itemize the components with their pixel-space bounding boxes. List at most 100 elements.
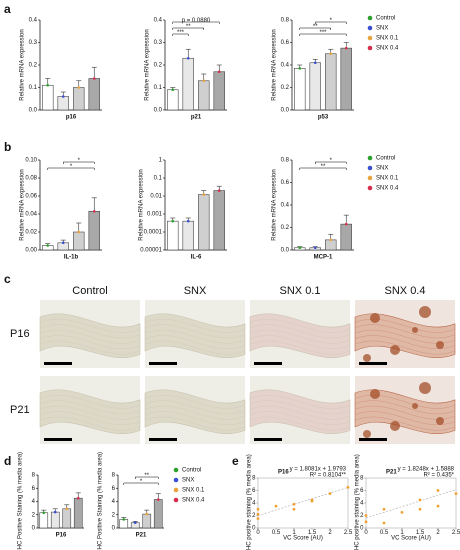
significance-bracket <box>172 33 189 36</box>
scatter-point <box>418 507 422 511</box>
y-tick-label: 0.001 <box>147 212 163 218</box>
panel-label: a <box>4 2 11 16</box>
wall-fiber <box>354 340 456 355</box>
x-tick-label: IL-1b <box>64 255 79 261</box>
vessel-wall <box>39 313 141 358</box>
x-tick-label: 2.5 <box>344 530 353 536</box>
bar <box>73 87 85 111</box>
significance-label: * <box>70 164 73 170</box>
scale-bar <box>149 438 177 441</box>
wall-fiber <box>144 324 246 339</box>
y-tick-label: 0.0 <box>154 108 163 114</box>
panel-label: b <box>4 140 11 154</box>
bar-point <box>202 193 206 196</box>
legend-marker <box>367 175 373 181</box>
y-tick-label: 0 <box>112 526 116 532</box>
scatter-point <box>310 498 314 502</box>
wall-fiber <box>144 405 246 420</box>
bar-point <box>156 498 160 501</box>
bar-point <box>186 219 190 223</box>
bar-point <box>329 52 333 56</box>
significance-bracket <box>123 482 159 485</box>
y-tick-label: 0.4 <box>29 18 38 24</box>
wall-fiber <box>354 411 456 426</box>
y-axis-label: Relative mRNA expression <box>139 169 145 240</box>
wall-fiber <box>354 400 456 415</box>
bar-point <box>77 230 81 234</box>
trend-line <box>257 487 349 516</box>
wall-fiber <box>354 416 456 431</box>
stain-deposit <box>419 382 431 394</box>
scatter-point <box>292 507 296 511</box>
y-tick-label: 2 <box>252 513 256 519</box>
y-tick-label: 0.6 <box>281 40 290 46</box>
x-tick-label: 1 <box>400 530 404 536</box>
wall-fiber <box>354 394 456 409</box>
bar-point <box>171 88 175 92</box>
y-tick-label: 0.1 <box>29 85 38 91</box>
wall-fiber <box>249 416 351 431</box>
scale-bar <box>254 362 282 365</box>
y-tick-label: 6 <box>252 488 256 494</box>
equation: y = 1.8081x + 1.9793 <box>290 467 347 473</box>
bar-point <box>344 222 348 226</box>
scale-bar <box>254 438 282 441</box>
bar <box>39 512 49 529</box>
bar-point <box>298 67 302 70</box>
stain-deposit <box>363 430 371 438</box>
r-squared: R² = 0.435* <box>423 473 454 479</box>
y-tick-label: 0.4 <box>281 203 290 209</box>
significance-label: *** <box>319 30 327 36</box>
legend-marker <box>367 165 373 171</box>
bar <box>182 220 194 251</box>
significance-label: *** <box>177 30 185 36</box>
x-tick-label: 0 <box>256 530 260 536</box>
bar <box>88 78 100 111</box>
y-tick-label: 6 <box>112 486 116 492</box>
bar-point <box>77 86 81 89</box>
significance-label: ** <box>313 24 318 30</box>
scatter-point <box>436 504 440 508</box>
column-label: SNX <box>184 285 207 297</box>
x-axis-label: VC Score (AU) <box>391 536 431 542</box>
bar <box>42 84 54 111</box>
wall-fiber <box>354 335 456 350</box>
legend-label: SNX 0.4 <box>376 186 399 192</box>
legend-label: SNX <box>182 478 194 484</box>
wall-fiber <box>144 416 246 431</box>
y-axis-label: Relative mRNA expression <box>272 29 278 100</box>
x-tick-label: MCP-1 <box>314 255 333 261</box>
legend-label: SNX 0.1 <box>376 176 399 182</box>
legend-label: SNX 0.1 <box>182 488 205 494</box>
stain-deposit <box>390 345 400 355</box>
x-tick-label: p21 <box>191 115 202 121</box>
x-tick-label: 2 <box>328 530 332 536</box>
bar-point <box>313 61 317 65</box>
wall-fiber <box>144 400 246 415</box>
x-tick-label: 0.5 <box>272 530 281 536</box>
bar-point <box>298 246 302 250</box>
y-tick-label: 0.04 <box>25 212 37 218</box>
x-tick-label: IL-6 <box>191 255 202 261</box>
bar <box>182 57 194 111</box>
bar <box>309 62 321 111</box>
y-axis-label: Relative mRNA expression <box>272 169 278 240</box>
bar-point <box>65 507 69 511</box>
bar-point <box>171 219 175 223</box>
y-axis-label: IHC positive staining (% media area) <box>355 454 361 550</box>
wall-fiber <box>249 394 351 409</box>
bar <box>50 511 60 529</box>
bar-point <box>329 238 333 242</box>
legend-label: SNX <box>376 26 388 32</box>
y-axis-label: Relative mRNA expression <box>20 29 26 100</box>
y-tick-label: 0.6 <box>281 180 290 186</box>
wall-fiber <box>249 335 351 350</box>
y-tick-label: 0.1 <box>154 85 163 91</box>
x-tick-label: 2.5 <box>452 530 460 536</box>
significance-label: ** <box>144 473 149 479</box>
y-tick-label: 2 <box>360 513 364 519</box>
scatter-point <box>364 514 368 517</box>
bar-point <box>92 77 96 80</box>
wall-fiber <box>39 400 141 415</box>
